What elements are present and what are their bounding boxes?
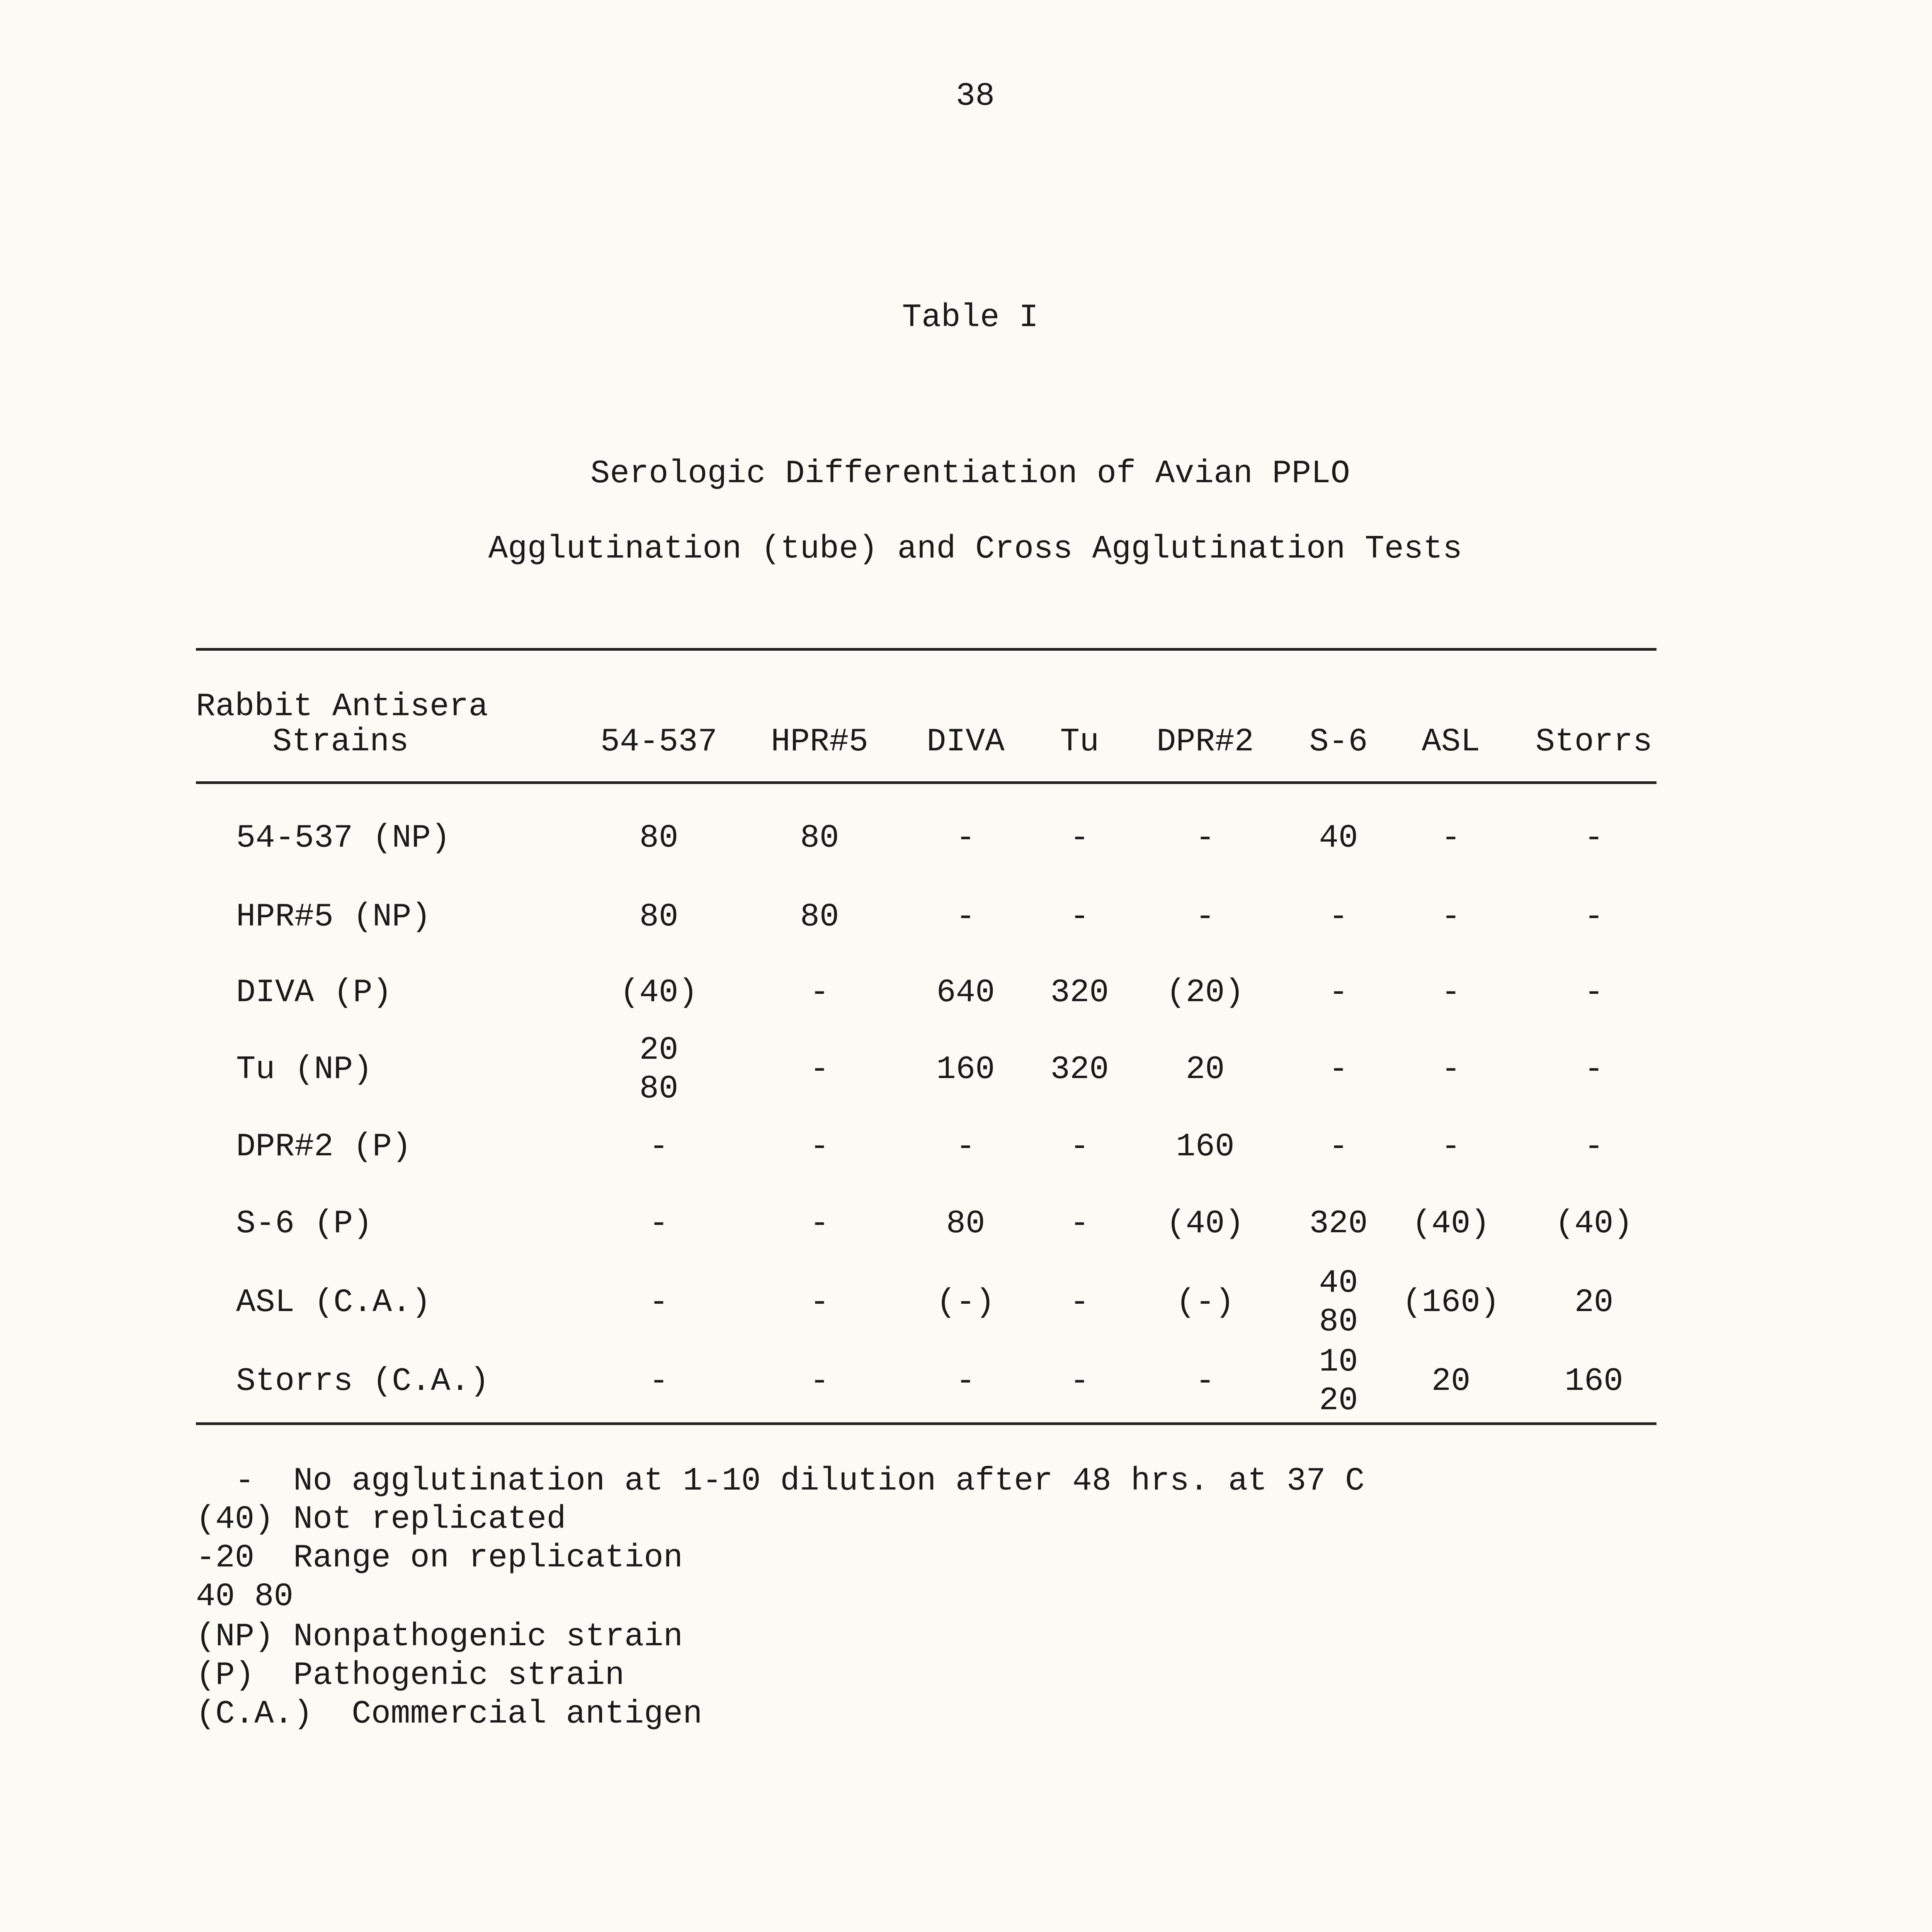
row-header-line1: Rabbit Antisera	[196, 689, 488, 725]
table-cell: -	[1441, 1129, 1461, 1165]
table-cell: 320	[1050, 1051, 1109, 1088]
table-cell: -	[810, 975, 830, 1011]
table-cell: -	[1070, 899, 1090, 935]
table-cell: (40)	[1166, 1206, 1244, 1242]
table-cell: -	[956, 820, 976, 857]
table-cell: -	[956, 899, 976, 935]
table-cell: 160	[1176, 1129, 1235, 1165]
table-cell: 20	[1185, 1051, 1225, 1088]
table-cell: -	[649, 1129, 669, 1165]
table-cell: 20	[1574, 1284, 1614, 1321]
table-cell: -	[1195, 820, 1215, 857]
column-header: S-6	[1309, 724, 1368, 760]
legend-item: (P) Pathogenic strain	[196, 1657, 624, 1694]
table-cell: -	[1070, 1363, 1090, 1400]
table-cell: (40)	[620, 975, 698, 1011]
column-header: Tu	[1060, 724, 1099, 760]
table-cell: -	[1584, 1129, 1604, 1165]
table-cell: -	[1195, 1363, 1215, 1400]
column-header: 54-537	[600, 724, 718, 760]
table-cell: -	[810, 1051, 830, 1088]
table-label: Table I	[902, 299, 1039, 336]
column-header: DIVA	[927, 724, 1005, 760]
table-cell: 40	[1319, 820, 1358, 857]
legend-item: 40 80	[196, 1578, 294, 1615]
table-cell: 40 80	[1319, 1265, 1358, 1340]
table-cell: (-)	[1176, 1284, 1235, 1321]
table-cell: 320	[1050, 975, 1109, 1011]
table-cell: -	[956, 1363, 976, 1400]
table-cell: -	[1328, 975, 1349, 1011]
top-rule	[196, 648, 1656, 651]
table-cell: -	[1441, 1051, 1461, 1088]
table-cell: 160	[1565, 1363, 1623, 1400]
column-header: DPR#2	[1156, 724, 1254, 760]
legend-item: (NP) Nonpathogenic strain	[196, 1619, 683, 1655]
table-cell: -	[649, 1206, 669, 1242]
table-cell: -	[1070, 1129, 1090, 1165]
table-cell: 640	[936, 975, 995, 1011]
table-cell: -	[1070, 820, 1090, 857]
table-title-line1: Serologic Differentiation of Avian PPLO	[590, 456, 1350, 492]
table-cell: -	[649, 1363, 669, 1400]
legend-item: (C.A.) Commercial antigen	[196, 1696, 702, 1733]
table-cell: (160)	[1402, 1284, 1500, 1321]
table-cell: 10 20	[1319, 1344, 1358, 1419]
table-cell: -	[1584, 1051, 1604, 1088]
row-label: DIVA (P)	[236, 975, 392, 1011]
bottom-rule	[196, 1422, 1656, 1425]
table-cell: -	[1328, 1129, 1349, 1165]
table-cell: 80	[800, 820, 839, 857]
table-cell: 320	[1309, 1206, 1368, 1242]
table-cell: 80	[639, 820, 679, 857]
table-cell: -	[1584, 820, 1604, 857]
table-cell: 80	[946, 1206, 985, 1242]
table-cell: -	[649, 1284, 669, 1321]
table-cell: (40)	[1412, 1206, 1490, 1242]
table-cell: 20 80	[639, 1032, 679, 1107]
row-label: Storrs (C.A.)	[236, 1363, 490, 1400]
column-header: ASL	[1422, 724, 1480, 760]
table-cell: (40)	[1555, 1206, 1633, 1242]
column-header: Storrs	[1535, 724, 1653, 760]
legend-item: (40) Not replicated	[196, 1501, 566, 1538]
column-header: HPR#5	[770, 724, 869, 760]
row-label: ASL (C.A.)	[236, 1284, 431, 1321]
table-cell: -	[1070, 1206, 1090, 1242]
row-label: HPR#5 (NP)	[236, 899, 431, 935]
row-label: Tu (NP)	[236, 1051, 372, 1088]
table-cell: -	[1328, 1051, 1349, 1088]
table-cell: -	[1441, 899, 1461, 935]
row-header-line2: Strains	[272, 724, 409, 760]
table-cell: -	[1441, 820, 1461, 857]
legend-item: - No agglutination at 1-10 dilution afte…	[196, 1463, 1365, 1500]
table-cell: (-)	[936, 1284, 995, 1321]
row-label: S-6 (P)	[236, 1206, 372, 1242]
table-cell: -	[1195, 899, 1215, 935]
table-cell: 80	[639, 899, 679, 935]
table-cell: -	[810, 1129, 830, 1165]
table-cell: (20)	[1166, 975, 1244, 1011]
page-number: 38	[956, 78, 995, 115]
table-cell: -	[810, 1206, 830, 1242]
header-rule	[196, 781, 1656, 784]
table-cell: -	[1584, 975, 1604, 1011]
table-cell: 160	[936, 1051, 995, 1088]
table-cell: 20	[1431, 1363, 1471, 1400]
table-cell: -	[1328, 899, 1349, 935]
table-cell: -	[1584, 899, 1604, 935]
table-cell: 80	[800, 899, 839, 935]
table-cell: -	[956, 1129, 976, 1165]
table-cell: -	[1070, 1284, 1090, 1321]
row-label: DPR#2 (P)	[236, 1129, 412, 1165]
legend-item: -20 Range on replication	[196, 1540, 683, 1577]
row-label: 54-537 (NP)	[236, 820, 451, 857]
table-title-line2: Agglutination (tube) and Cross Agglutina…	[488, 531, 1463, 568]
table-cell: -	[1441, 975, 1461, 1011]
table-cell: -	[810, 1284, 830, 1321]
table-cell: -	[810, 1363, 830, 1400]
